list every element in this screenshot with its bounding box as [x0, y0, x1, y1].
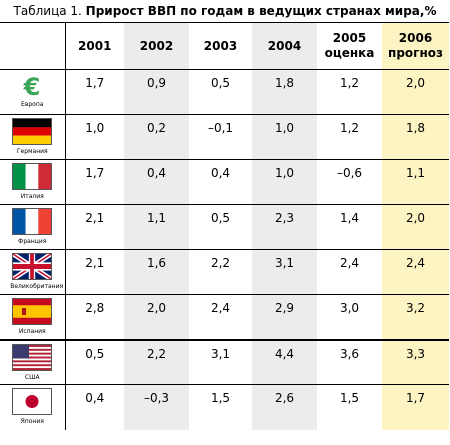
- table-caption: Таблица 1. Прирост ВВП по годам в ведущи…: [0, 0, 450, 22]
- value-cell: 2,9: [252, 294, 317, 341]
- table-row-japan: Япония 0,4 –0,3 1,5 2,6 1,5 1,7: [0, 384, 449, 430]
- table-row-france: Франция 2,1 1,1 0,5 2,3 1,4 2,0: [0, 204, 449, 250]
- value-cell: 1,5: [210, 391, 231, 405]
- country-cell: Япония: [0, 384, 66, 430]
- value-cell: 1,6: [124, 249, 189, 295]
- value-cell: 2,3: [252, 204, 317, 250]
- country-cell: Великобритания: [0, 249, 66, 295]
- france-flag-icon: [12, 208, 53, 235]
- header-2001: 2001: [65, 22, 124, 70]
- country-name: Франция: [18, 238, 47, 245]
- country-name: США: [24, 373, 40, 381]
- table-row-uk: Великобритания 2,1 1,6 2,2 3,1 2,4 2,4: [0, 249, 449, 295]
- germany-flag-icon: [12, 118, 53, 145]
- value-cell: 1,1: [124, 204, 189, 250]
- value-cell: 2,6: [252, 384, 317, 430]
- country-name: Великобритания: [10, 283, 64, 290]
- value-cell: 0,5: [189, 204, 252, 250]
- value-cell: 2,1: [65, 204, 124, 250]
- header-row: 2001 2002 2003 2004 2005 оценка 2006 прогн…: [0, 22, 449, 70]
- value-cell: 0,2: [124, 114, 189, 160]
- country-cell: € Европа: [0, 69, 66, 115]
- usa-flag-icon: [12, 343, 53, 371]
- value-cell: 1,0: [252, 159, 317, 205]
- value-cell: 0,4: [189, 159, 252, 205]
- value-cell: 3,0: [317, 294, 382, 341]
- table-row-germany: Германия 1,0 0,2 –0,1 1,0 1,2 1,8: [0, 114, 449, 160]
- header-2003: 2003: [189, 22, 252, 70]
- value-cell: 3,1: [189, 339, 252, 385]
- value-cell: 0,5: [65, 339, 124, 385]
- value-cell: 2,0: [124, 294, 189, 341]
- euro-icon: €: [23, 73, 41, 98]
- caption-text: Прирост ВВП по годам в ведущих странах м…: [85, 4, 437, 18]
- country-name: Европа: [21, 101, 44, 108]
- country-name: Италия: [20, 193, 44, 200]
- gdp-growth-table: 2001 2002 2003 2004 2005 оценка 2006 прогн…: [0, 22, 449, 430]
- value-cell: 2,0: [382, 204, 449, 250]
- value-cell: 4,4: [252, 339, 317, 385]
- spain-flag-icon: [12, 298, 53, 325]
- value-cell: –0,1: [189, 114, 252, 160]
- japan-flag-icon: [12, 388, 53, 415]
- value-cell: 3,1: [252, 249, 317, 295]
- value-cell: 1,8: [252, 69, 317, 115]
- country-name: Германия: [16, 148, 48, 155]
- country-cell: США: [0, 339, 66, 385]
- country-name: Испания: [18, 328, 46, 335]
- value-cell: 1,8: [382, 114, 449, 160]
- value-cell: 1,5: [339, 391, 360, 405]
- value-cell: 2,4: [317, 249, 382, 295]
- value-cell: 2,1: [65, 249, 124, 295]
- header-2004: 2004: [252, 22, 317, 70]
- caption-prefix: Таблица 1.: [13, 4, 86, 18]
- header-2002: 2002: [124, 22, 189, 70]
- country-cell: Германия: [0, 114, 66, 160]
- gdp-table-container: 2001 2002 2003 2004 2005 оценка 2006 прогн…: [0, 22, 450, 445]
- country-cell: Италия: [0, 159, 66, 205]
- value-cell: 2,2: [124, 339, 189, 385]
- uk-flag-icon: [12, 253, 53, 280]
- value-cell: 1,7: [382, 384, 449, 430]
- value-cell: 2,2: [189, 249, 252, 295]
- header-2006: 2006 прогноз: [382, 22, 449, 70]
- italy-flag-icon: [12, 163, 53, 190]
- svg-text:€: €: [23, 73, 41, 98]
- value-cell: 2,4: [382, 249, 449, 295]
- value-cell: –0,3: [124, 384, 189, 430]
- value-cell: 2,0: [382, 69, 449, 115]
- header-corner: [0, 22, 66, 70]
- value-cell: 1,4: [317, 204, 382, 250]
- country-name: Япония: [20, 418, 44, 425]
- value-cell: 0,5: [189, 69, 252, 115]
- value-cell: 1,7: [65, 159, 124, 205]
- header-2005: 2005 оценка: [317, 22, 382, 70]
- value-cell: –0,6: [317, 159, 382, 205]
- value-cell: 2,4: [189, 294, 252, 341]
- value-cell: 1,0: [65, 114, 124, 160]
- value-cell: 3,2: [382, 294, 449, 341]
- value-cell: 2,8: [65, 294, 124, 341]
- value-cell: 1,0: [252, 114, 317, 160]
- country-cell: Франция: [0, 204, 66, 250]
- value-cell: 3,6: [317, 339, 382, 385]
- table-row-spain: Испания 2,8 2,0 2,4 2,9 3,0 3,2: [0, 294, 449, 341]
- value-cell: 0,4: [85, 391, 105, 405]
- value-cell: 0,9: [124, 69, 189, 115]
- value-cell: 0,4: [124, 159, 189, 205]
- value-cell: 1,2: [317, 69, 382, 115]
- table-row-italy: Италия 1,7 0,4 0,4 1,0 –0,6 1,1: [0, 159, 449, 205]
- table-row-europe: € Европа 1,7 0,9 0,5 1,8 1,2 2,0: [0, 69, 449, 115]
- country-cell: Испания: [0, 294, 66, 341]
- value-cell: 1,7: [65, 69, 124, 115]
- value-cell: 1,1: [382, 159, 449, 205]
- value-cell: 3,3: [382, 339, 449, 385]
- value-cell: 1,2: [317, 114, 382, 160]
- table-row-usa: США 0,5 2,2 3,1 4,4 3,6 3,3: [0, 339, 449, 385]
